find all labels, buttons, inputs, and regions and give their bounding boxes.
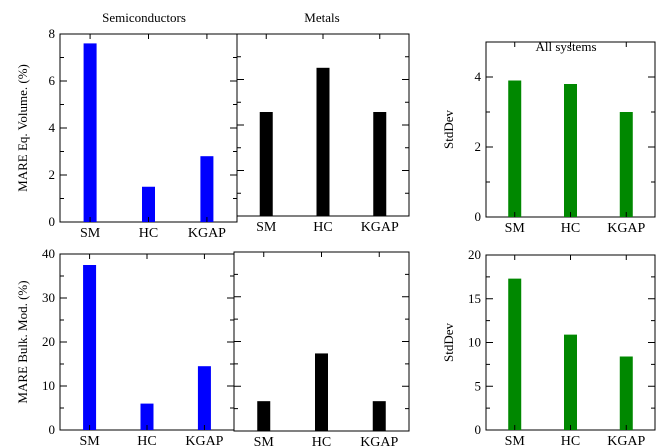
category-label: SM [79,434,100,448]
y-axis-label: MARE Eq. Volume. (%) [15,64,30,192]
bar-kgap [372,401,386,431]
y-axis-label: StdDev [441,323,456,363]
y-tick-label: 2 [49,167,56,182]
bar-sm [83,43,97,223]
bar-sm [508,278,522,430]
category-label: KGAP [607,221,645,236]
y-tick-label: 5 [475,378,482,393]
bar-sm [508,80,522,217]
category-label: KGAP [188,226,226,241]
category-label: SM [505,434,526,448]
chart-panel-1: 0 2 4 6 8 SM HC KGAP MARE Eq. Volume. (%) [15,26,238,241]
category-label: SM [254,435,275,448]
title-all-systems: All systems [535,39,596,54]
y-tick-label: 6 [49,73,56,88]
category-label: HC [561,221,580,236]
bar-hc [564,334,577,430]
chart-panel-2: SM HC KGAP [236,33,410,235]
y-tick-label: 20 [468,247,481,262]
bar-sm [83,265,97,430]
category-label: HC [139,226,158,241]
y-tick-label: 0 [49,214,56,229]
y-tick-label: 4 [475,69,482,84]
y-tick-label: 10 [468,335,481,350]
category-label: HC [312,435,331,448]
bar-hc [140,403,154,430]
y-tick-label: 0 [475,422,482,437]
category-label: HC [561,434,580,448]
category-label: SM [256,220,277,235]
bar-hc [316,67,330,216]
chart-panel-3: 0 2 4 SM HC KGAP StdDev [441,41,656,236]
category-label: HC [313,220,332,235]
y-tick-label: 0 [475,209,482,224]
y-tick-label: 20 [42,334,55,349]
bar-kgap [197,366,211,430]
chart-panel-6: 0 5 10 15 20 SM HC KGAP StdDev [441,247,656,448]
y-tick-label: 8 [49,26,56,41]
y-axis-label: MARE Bulk. Mod. (%) [15,280,30,403]
category-label: SM [505,221,526,236]
title-metals: Metals [304,10,339,25]
y-tick-label: 2 [475,139,482,154]
bar-kgap [200,156,214,222]
bar-hc [315,353,328,431]
y-tick-label: 40 [42,246,55,261]
category-label: HC [137,434,156,448]
category-label: KGAP [360,435,398,448]
chart-panel-4: 0 10 20 30 40 SM HC KGAP MARE Bulk. Mod. (%) [15,246,235,448]
bar-kgap [373,112,387,216]
y-tick-label: 15 [468,291,481,306]
category-label: SM [80,226,101,241]
bar-hc [142,186,155,222]
y-tick-label: 4 [49,120,56,135]
category-label: KGAP [361,220,399,235]
y-tick-label: 30 [42,290,55,305]
y-tick-label: 10 [42,378,55,393]
chart-panel-5: SM HC KGAP [233,251,410,448]
bar-sm [259,112,273,216]
category-label: KGAP [607,434,645,448]
title-semiconductors: Semiconductors [102,10,186,25]
bar-kgap [619,356,633,430]
category-label: KGAP [185,434,223,448]
y-axis-label: StdDev [441,110,456,150]
bar-hc [564,84,577,217]
y-tick-label: 0 [49,422,56,437]
bar-kgap [619,112,633,217]
bar-sm [257,401,271,431]
